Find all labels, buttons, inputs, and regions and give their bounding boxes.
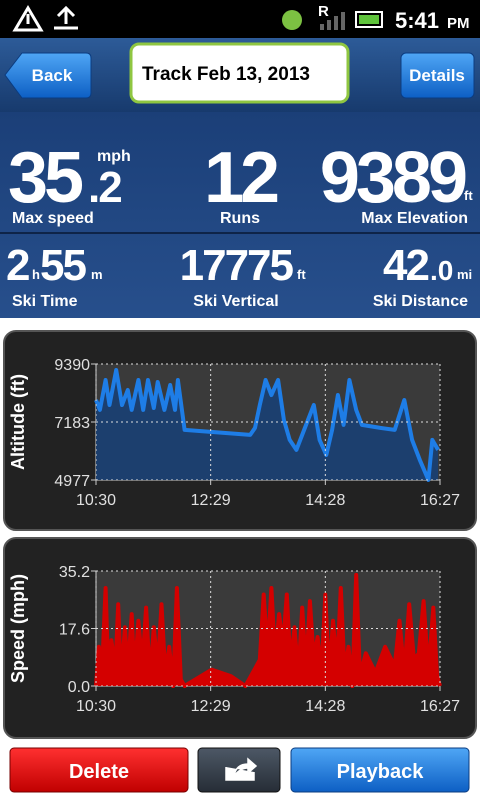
stat-value: 9389 — [320, 138, 466, 218]
x-tick-label: 10:30 — [76, 698, 116, 715]
y-axis-label: Altitude (ft) — [8, 374, 28, 470]
x-tick-label: 14:28 — [305, 492, 345, 509]
upload-icon — [54, 5, 78, 30]
back-label: Back — [32, 66, 73, 85]
delete-label: Delete — [69, 761, 129, 783]
line — [94, 368, 440, 482]
stat-label: Runs — [220, 210, 260, 227]
share-icon — [225, 757, 258, 781]
stat-label: Max speed — [12, 210, 94, 227]
battery-level — [359, 15, 379, 24]
clock-ampm: PM — [447, 15, 470, 32]
details-button[interactable] — [400, 52, 475, 99]
status-bar — [0, 0, 480, 38]
share-button[interactable] — [197, 747, 281, 793]
stat-label: Ski Time — [12, 293, 78, 310]
stat-value: .0 — [430, 255, 453, 286]
back-button[interactable] — [4, 52, 92, 99]
battery-icon — [355, 11, 383, 28]
stat-value: 42 — [383, 241, 428, 290]
stat-unit: mph — [97, 148, 131, 165]
y-tick-label: 0.0 — [68, 679, 90, 696]
roaming: R — [318, 3, 329, 20]
stat-value: .2 — [88, 163, 121, 212]
stat-unit: ft — [297, 267, 306, 282]
x-tick-label: 16:27 — [420, 698, 460, 715]
stat-unit: mi — [457, 267, 472, 282]
stat-label: Max Elevation — [361, 210, 468, 227]
y-axis-label: Speed (mph) — [8, 574, 28, 683]
charts: 4977 7183 9390 10:30 12:29 14:28 16:27 Altitude… — [8, 357, 460, 715]
stat-label: Ski Vertical — [193, 293, 278, 310]
stat-unit: m — [91, 267, 103, 282]
stat-value: 2 — [6, 241, 29, 290]
stats-panel — [0, 112, 480, 318]
y-tick-label: 7183 — [54, 415, 90, 432]
title-input[interactable] — [129, 42, 350, 104]
y-tick-label: 17.6 — [59, 622, 90, 639]
signal-icon — [320, 12, 345, 30]
x-tick-label: 12:29 — [191, 698, 231, 715]
warning-icon — [12, 5, 44, 32]
stat-unit: h — [32, 267, 40, 282]
playback-button[interactable] — [290, 747, 470, 793]
y-tick-label: 35.2 — [59, 564, 90, 581]
x-tick-label: 14:28 — [305, 698, 345, 715]
line — [94, 572, 442, 688]
clock: 5:41 — [395, 8, 439, 33]
stat-unit: ft — [464, 188, 473, 203]
x-tick-label: 12:29 — [191, 492, 231, 509]
stat-label: Ski Distance — [373, 293, 468, 310]
y-tick-label: 4977 — [54, 473, 90, 490]
gps-icon — [282, 10, 302, 30]
y-tick-label: 9390 — [54, 357, 90, 374]
stat-value: 17775 — [180, 241, 294, 290]
delete-button[interactable] — [9, 747, 189, 793]
stat-value: 12 — [204, 138, 278, 218]
stat-value: 35 — [8, 138, 83, 218]
playback-label: Playback — [337, 761, 425, 783]
x-tick-label: 16:27 — [420, 492, 460, 509]
title-text: Track Feb 13, 2013 — [142, 64, 310, 85]
details-label: Details — [409, 66, 465, 85]
stat-value: 55 — [40, 241, 86, 290]
x-tick-label: 10:30 — [76, 492, 116, 509]
